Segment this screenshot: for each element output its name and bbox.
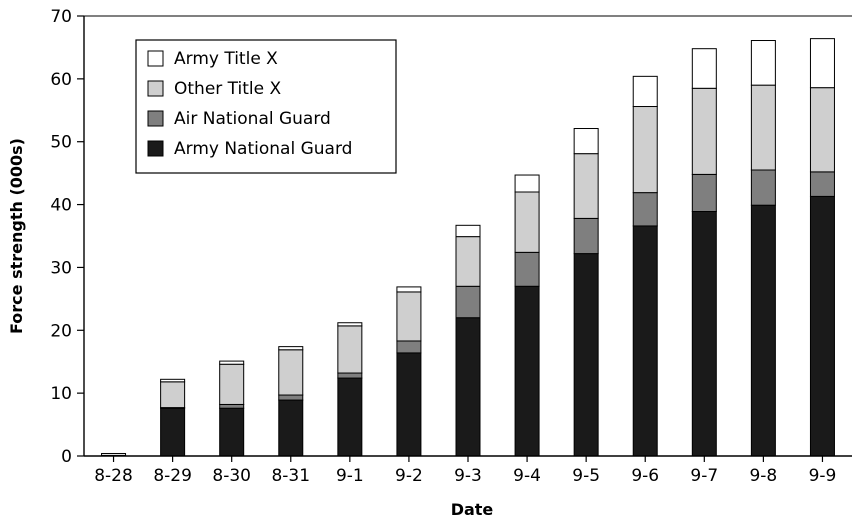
bar-segment-other-title-x-9-6: [632, 106, 658, 194]
bar-segment-air-national-guard-9-7: [691, 173, 717, 212]
bar-segment-other-title-x-9-2: [396, 291, 422, 342]
bar-segment-air-national-guard-9-3: [455, 285, 481, 319]
y-tick-label: 40: [50, 196, 72, 216]
bar-segment-army-national-guard-9-9: [809, 195, 835, 457]
bar-segment-army-national-guard-9-2: [396, 352, 422, 457]
bar-segment-army-title-x-8-28: [101, 452, 127, 456]
legend-label-army-title-x: Army Title X: [174, 49, 278, 69]
bar-segment-air-national-guard-9-6: [632, 192, 658, 227]
bar-segment-army-title-x-9-5: [573, 128, 599, 155]
bar-segment-air-national-guard-9-8: [750, 169, 776, 206]
bar-segment-other-title-x-8-29: [160, 381, 186, 409]
x-tick-label: 9-1: [336, 466, 364, 486]
bar-segment-air-national-guard-9-5: [573, 217, 599, 255]
bar-segment-army-title-x-8-30: [219, 360, 245, 365]
bar-segment-air-national-guard-9-4: [514, 251, 540, 287]
bar-segment-army-national-guard-9-3: [455, 317, 481, 457]
bar-segment-air-national-guard-9-1: [337, 372, 363, 379]
bar-segment-army-title-x-9-8: [750, 40, 776, 86]
legend-swatch-army-title-x: [147, 50, 164, 67]
bar-segment-other-title-x-9-1: [337, 325, 363, 374]
bar-segment-army-national-guard-9-6: [632, 225, 658, 457]
bar-segment-air-national-guard-8-30: [219, 403, 245, 409]
legend-label-army-national-guard: Army National Guard: [174, 139, 352, 159]
bar-segment-army-title-x-8-31: [278, 346, 304, 351]
x-axis-title: Date: [451, 500, 494, 519]
y-axis-title: Force strength (000s): [7, 138, 26, 334]
legend-swatch-other-title-x: [147, 80, 164, 97]
bar-segment-army-national-guard-9-4: [514, 285, 540, 457]
y-tick-label: 0: [61, 447, 72, 467]
bar-segment-army-title-x-9-6: [632, 75, 658, 108]
legend: Army Title X Other Title X Air National Gu…: [135, 39, 397, 174]
bar-segment-army-title-x-9-9: [809, 38, 835, 89]
bar-segment-army-title-x-9-2: [396, 286, 422, 293]
bar-segment-other-title-x-8-30: [219, 363, 245, 405]
y-tick-label: 50: [50, 133, 72, 153]
legend-frame: [135, 39, 397, 174]
x-tick-label: 8-31: [271, 466, 310, 486]
bar-segment-army-title-x-9-1: [337, 322, 363, 327]
legend-swatch-army-national-guard: [147, 140, 164, 157]
bar-segment-army-national-guard-8-29: [160, 407, 186, 457]
x-tick-label: 9-6: [631, 466, 659, 486]
bar-segment-air-national-guard-8-31: [278, 394, 304, 401]
bar-segment-army-national-guard-9-8: [750, 204, 776, 457]
bar-segment-other-title-x-8-31: [278, 349, 304, 396]
bar-segment-army-title-x-9-7: [691, 48, 717, 89]
bar-segment-other-title-x-9-4: [514, 191, 540, 253]
y-tick-label: 30: [50, 258, 72, 278]
x-tick-label: 8-28: [94, 466, 133, 486]
x-tick-label: 9-9: [809, 466, 837, 486]
bar-segment-other-title-x-9-7: [691, 87, 717, 175]
x-tick-label: 8-29: [153, 466, 192, 486]
x-tick-label: 9-4: [513, 466, 541, 486]
legend-swatch-air-national-guard: [147, 110, 164, 127]
bar-segment-army-national-guard-9-1: [337, 377, 363, 457]
bar-segment-army-national-guard-8-31: [278, 399, 304, 457]
legend-label-air-national-guard: Air National Guard: [174, 109, 331, 129]
x-tick-label: 9-5: [572, 466, 600, 486]
bar-segment-other-title-x-9-9: [809, 87, 835, 173]
bar-segment-army-national-guard-9-7: [691, 210, 717, 457]
bar-segment-army-national-guard-9-5: [573, 253, 599, 457]
bar-segment-air-national-guard-9-2: [396, 340, 422, 354]
bar-segment-other-title-x-9-3: [455, 236, 481, 287]
bar-segment-army-title-x-9-3: [455, 224, 481, 238]
y-tick-label: 70: [50, 7, 72, 27]
y-tick-label: 10: [50, 384, 72, 404]
y-tick-label: 20: [50, 321, 72, 341]
bar-segment-army-title-x-8-29: [160, 378, 186, 383]
x-tick-label: 9-8: [749, 466, 777, 486]
x-tick-label: 8-30: [212, 466, 251, 486]
x-tick-label: 9-7: [690, 466, 718, 486]
y-tick-label: 60: [50, 70, 72, 90]
legend-label-other-title-x: Other Title X: [174, 79, 282, 99]
bar-segment-army-title-x-9-4: [514, 174, 540, 193]
bar-segment-other-title-x-9-8: [750, 84, 776, 171]
bar-segment-other-title-x-9-5: [573, 153, 599, 219]
bar-segment-army-national-guard-8-30: [219, 407, 245, 457]
x-tick-label: 9-2: [395, 466, 423, 486]
x-tick-label: 9-3: [454, 466, 482, 486]
bar-segment-air-national-guard-9-9: [809, 171, 835, 197]
